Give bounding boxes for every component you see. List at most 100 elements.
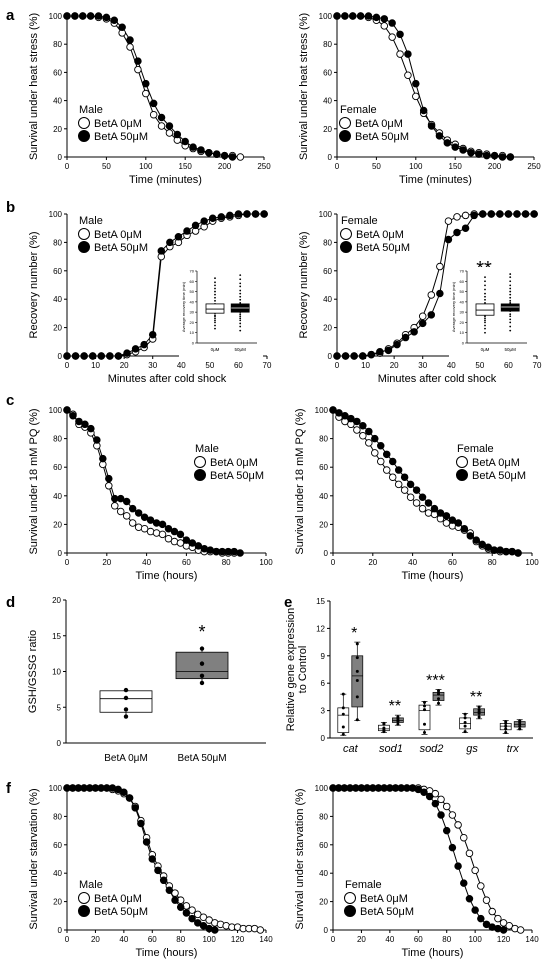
y-tick-label: 60 xyxy=(323,267,332,276)
y-tick-label: 20 xyxy=(53,125,62,134)
x-tick-label: 20 xyxy=(368,558,377,567)
category-label: sod2 xyxy=(420,743,444,755)
data-point xyxy=(142,89,150,98)
data-point xyxy=(443,139,452,147)
series-line xyxy=(67,15,241,158)
y-tick-label: 40 xyxy=(53,295,62,304)
legend-marker xyxy=(78,241,90,253)
y-tick-label: 60 xyxy=(319,841,328,850)
inset-y-tick-label: 30 xyxy=(460,310,465,315)
data-point xyxy=(393,340,401,349)
data-point xyxy=(504,731,508,735)
data-point xyxy=(146,516,155,524)
data-point xyxy=(158,520,167,529)
inset-point xyxy=(239,315,242,318)
y-tick-label: 0 xyxy=(324,926,329,935)
data-point xyxy=(466,532,475,540)
data-point xyxy=(442,826,451,835)
x-tick-label: 150 xyxy=(179,162,193,171)
x-tick-label: 100 xyxy=(259,558,273,567)
inset-point xyxy=(484,280,486,283)
x-tick-label: 40 xyxy=(447,361,456,370)
data-point xyxy=(478,210,487,218)
x-axis-label: Time (hours) xyxy=(402,947,464,959)
inset-y-tick-label: 20 xyxy=(190,320,195,325)
legend-marker xyxy=(456,469,468,481)
inset-point xyxy=(239,329,242,332)
inset-box xyxy=(500,303,520,312)
y-tick-label: 100 xyxy=(315,784,329,793)
x-tick-label: 100 xyxy=(525,558,539,567)
data-point xyxy=(157,113,166,122)
inset-point xyxy=(509,284,512,287)
data-point xyxy=(448,811,457,819)
data-point xyxy=(355,695,359,699)
x-tick-label: 60 xyxy=(182,558,191,567)
x-tick-label: 60 xyxy=(148,935,157,944)
data-point xyxy=(157,247,166,255)
data-point xyxy=(530,210,538,218)
x-axis-label: Time (hours) xyxy=(402,570,464,582)
data-point xyxy=(516,926,525,934)
data-point xyxy=(228,153,237,161)
legend-title: Female xyxy=(345,879,382,891)
legend-marker xyxy=(78,228,90,240)
y-tick-label: 40 xyxy=(323,295,332,304)
data-point xyxy=(199,673,205,678)
x-tick-label: 250 xyxy=(527,162,541,171)
data-point xyxy=(437,795,445,804)
inset-point xyxy=(509,315,512,318)
data-point xyxy=(442,802,451,811)
x-tick-label: 30 xyxy=(418,361,427,370)
inset-y-tick-label: 0 xyxy=(192,341,195,346)
data-point xyxy=(63,12,71,20)
data-point xyxy=(431,799,440,808)
significance-marker: *** xyxy=(426,673,445,690)
data-point xyxy=(394,480,403,489)
legend-label: BetA 50μM xyxy=(356,242,410,254)
y-tick-label: 20 xyxy=(53,520,62,529)
data-point xyxy=(404,50,412,58)
data-point xyxy=(226,211,234,220)
data-point xyxy=(521,210,530,218)
x-tick-label: 0 xyxy=(65,558,70,567)
x-tick-label: 20 xyxy=(120,361,129,370)
data-point xyxy=(463,730,467,734)
data-point xyxy=(355,678,359,682)
inset-point xyxy=(484,298,486,301)
data-point xyxy=(181,137,189,146)
y-axis-label: Survival under heat stress (%) xyxy=(28,13,40,160)
data-point xyxy=(356,12,365,20)
data-point xyxy=(451,143,459,151)
data-point xyxy=(341,12,349,20)
data-point xyxy=(437,689,440,693)
inset-point xyxy=(214,314,216,317)
panel-letter: a xyxy=(6,7,15,24)
data-point xyxy=(157,122,166,130)
inset-point xyxy=(239,325,242,328)
data-point xyxy=(341,692,345,696)
data-point xyxy=(496,546,504,554)
inset-point xyxy=(509,273,512,275)
data-point xyxy=(260,210,268,218)
data-point xyxy=(437,701,440,705)
data-point xyxy=(199,661,205,666)
y-tick-label: 9 xyxy=(321,652,326,661)
x-tick-label: 10 xyxy=(361,361,370,370)
inset-point xyxy=(509,296,512,299)
data-point xyxy=(427,291,436,299)
y-tick-label: 6 xyxy=(321,679,326,688)
data-point xyxy=(206,546,215,554)
y-tick-label: 80 xyxy=(319,812,328,821)
data-point xyxy=(165,129,174,137)
data-point xyxy=(170,527,179,536)
data-point xyxy=(140,524,149,533)
inset-point xyxy=(509,293,512,296)
data-point xyxy=(382,466,391,474)
inset-point xyxy=(509,321,512,324)
y-tick-label: 100 xyxy=(49,784,63,793)
y-axis-label: Relative gene expression xyxy=(285,608,297,732)
legend-title: Male xyxy=(79,104,103,116)
data-point xyxy=(380,22,389,30)
data-point xyxy=(477,914,485,923)
